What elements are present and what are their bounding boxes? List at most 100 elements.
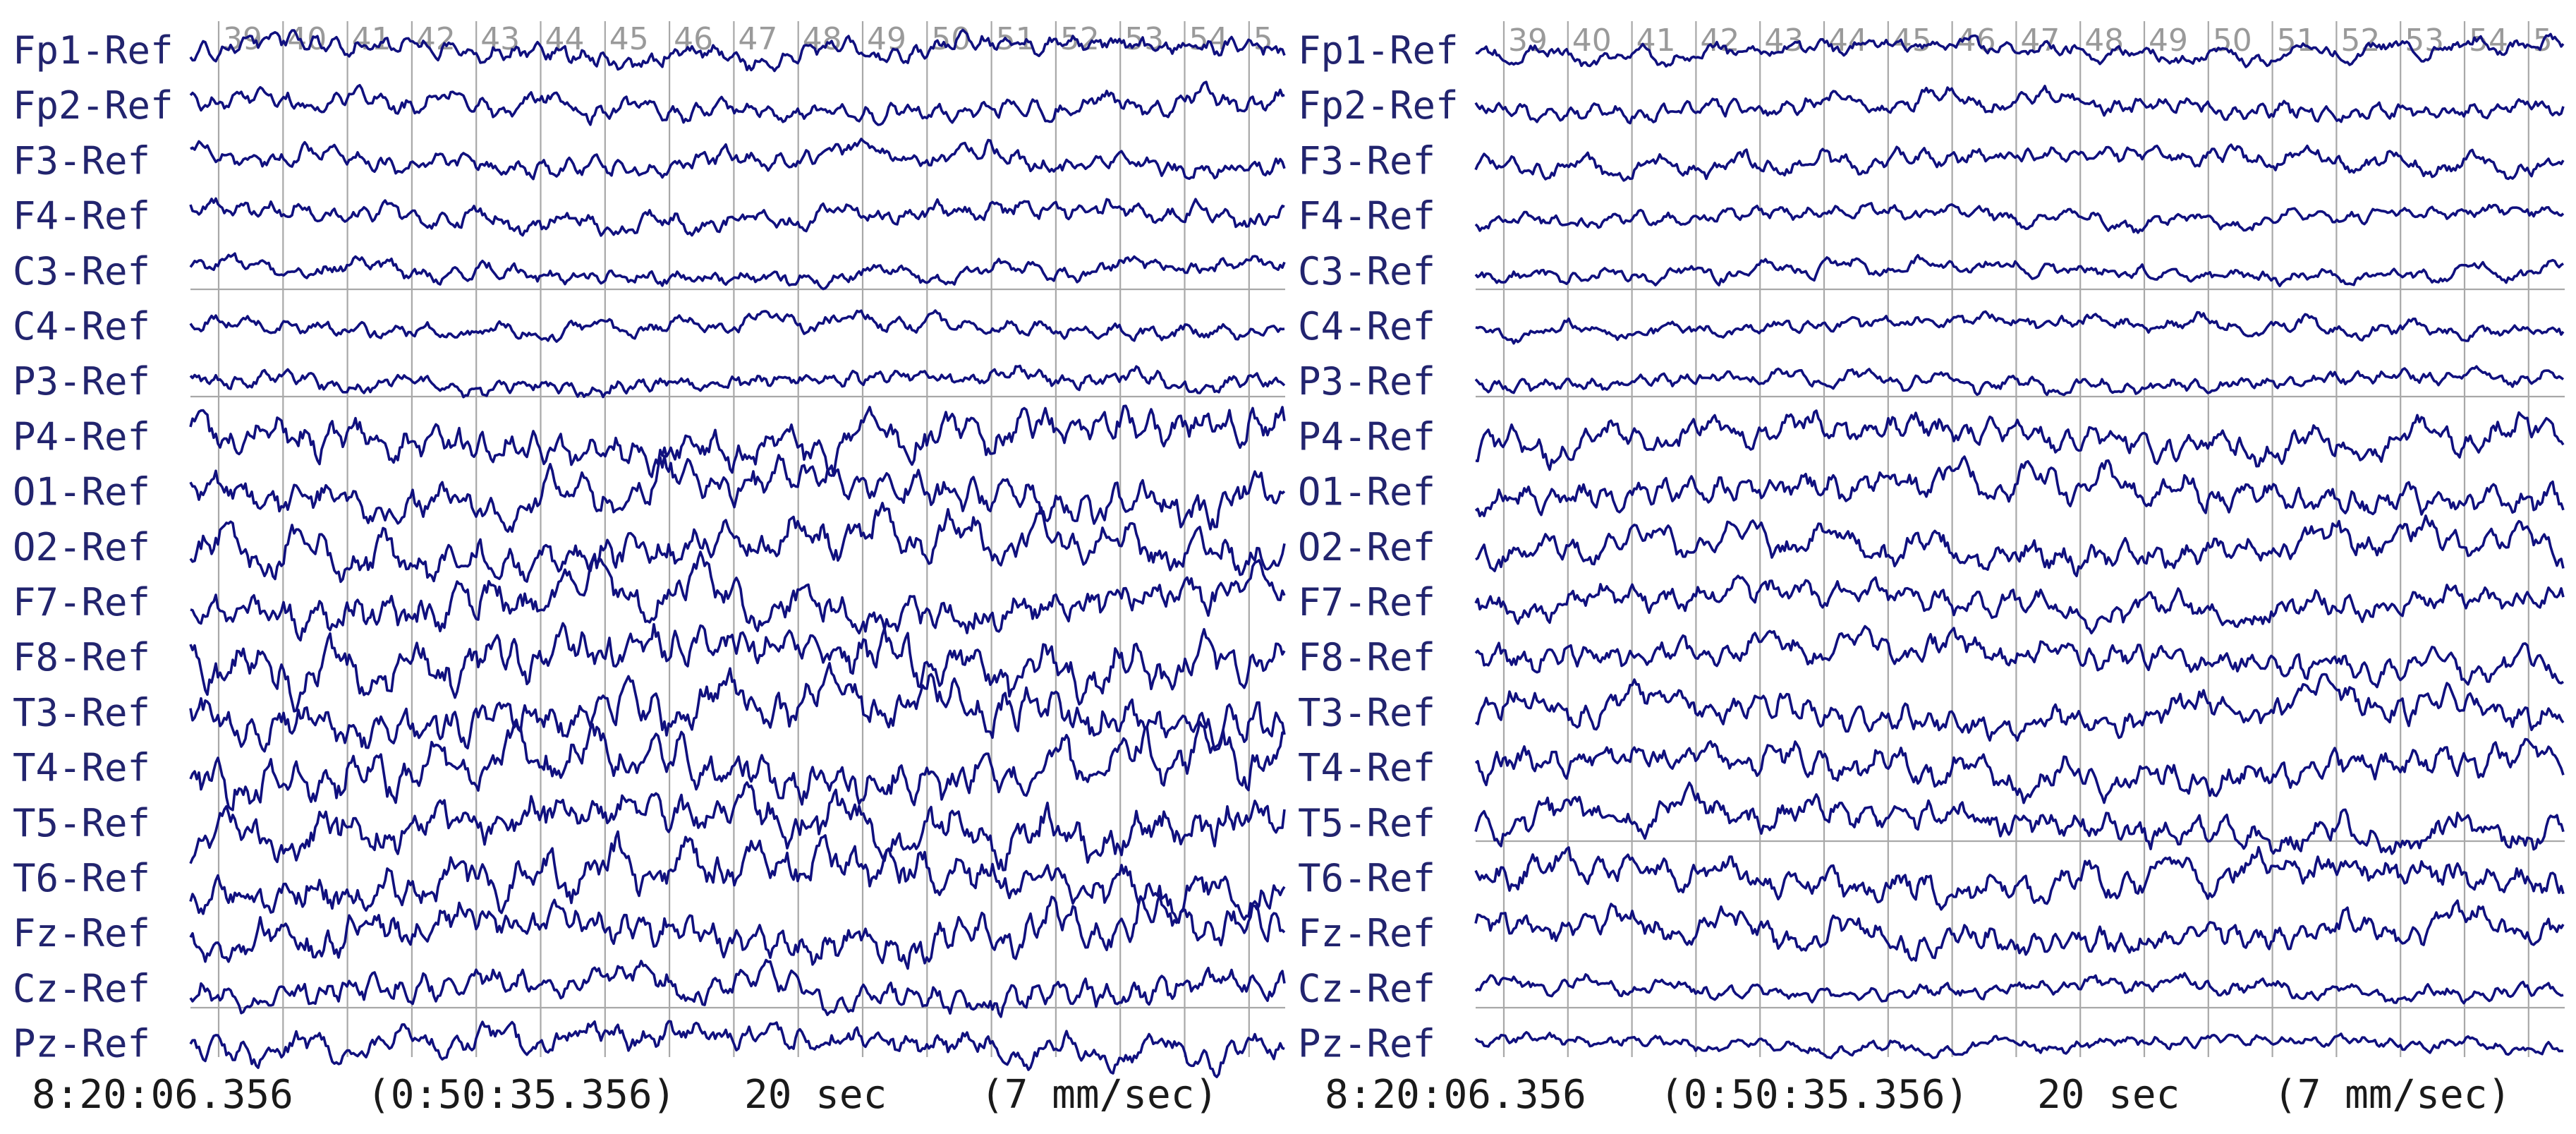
eeg-trace-f3-ref bbox=[1474, 143, 2565, 182]
eeg-trace-t3-ref bbox=[1474, 672, 2565, 742]
second-tick-label: 53 bbox=[2405, 23, 2444, 59]
eeg-trace-c4-ref bbox=[1475, 310, 2565, 345]
eeg-trace-p4-ref bbox=[189, 404, 1286, 478]
eeg-trace-t6-ref bbox=[1474, 845, 2565, 911]
second-tick-label: 44 bbox=[1828, 23, 1868, 59]
channel-label: O2-Ref bbox=[1298, 525, 1435, 569]
channel-label: F3-Ref bbox=[1298, 138, 1435, 183]
channel-label: Cz-Ref bbox=[1298, 966, 1435, 1011]
second-tick-label: 51 bbox=[996, 21, 1035, 57]
eeg-trace-o2-ref bbox=[1475, 514, 2565, 577]
channel-label: T5-Ref bbox=[1298, 801, 1435, 845]
channel-label: Fp1-Ref bbox=[1298, 28, 1459, 73]
second-tick-label: 42 bbox=[416, 21, 456, 57]
channel-label: Fz-Ref bbox=[13, 911, 150, 955]
eeg-trace-f4-ref bbox=[189, 197, 1285, 237]
second-tick-label: 45 bbox=[609, 21, 649, 57]
eeg-trace-t3-ref bbox=[189, 662, 1286, 753]
eeg-panel-left: 39 40 41 42 43 44 45 46 47 48 49 50 51 52 53 54 5Fp1-Ref… bbox=[13, 21, 1286, 1118]
eeg-trace-o2-ref bbox=[189, 502, 1286, 584]
channel-label: Pz-Ref bbox=[1298, 1022, 1435, 1066]
channel-label: C4-Ref bbox=[13, 304, 150, 349]
eeg-trace-t5-ref bbox=[189, 781, 1286, 871]
eeg-trace-fp2-ref bbox=[189, 80, 1285, 126]
eeg-trace-pz-ref bbox=[189, 1020, 1285, 1078]
eeg-trace-f4-ref bbox=[1474, 202, 2565, 234]
channel-label: T6-Ref bbox=[13, 856, 150, 900]
channel-label: Fp2-Ref bbox=[13, 83, 174, 128]
footer-window: 20 sec bbox=[2037, 1072, 2180, 1118]
eeg-trace-t4-ref bbox=[189, 718, 1285, 812]
time-footer: 8:20:06.356 (0:50:35.356) 20 sec (7 mm/sec) bbox=[32, 1072, 1218, 1118]
eeg-trace-f7-ref bbox=[1474, 574, 2565, 634]
second-tick-label: 49 bbox=[867, 21, 906, 57]
eeg-trace-c4-ref bbox=[189, 309, 1285, 343]
channel-label: O2-Ref bbox=[13, 525, 150, 569]
eeg-trace-f8-ref bbox=[189, 622, 1286, 713]
eeg-trace-cz-ref bbox=[1474, 972, 2564, 1005]
time-footer: 8:20:06.356 (0:50:35.356) 20 sec (7 mm/sec) bbox=[1325, 1072, 2511, 1118]
second-tick-label: 40 bbox=[287, 21, 327, 57]
footer-clock: 8:20:06.356 bbox=[1325, 1072, 1586, 1118]
eeg-panel-right: 39 40 41 42 43 44 45 46 47 48 49 50 51 52 53 54 5Fp1-Ref… bbox=[1298, 21, 2565, 1118]
second-tick-label: 51 bbox=[2277, 23, 2316, 59]
channel-label: O1-Ref bbox=[13, 470, 150, 514]
footer-clock: 8:20:06.356 bbox=[32, 1072, 293, 1118]
channel-label: F8-Ref bbox=[13, 635, 150, 680]
eeg-trace-fp1-ref bbox=[1475, 32, 2565, 68]
second-tick-label: 44 bbox=[545, 21, 585, 57]
footer-speed: (7 mm/sec) bbox=[980, 1072, 1218, 1118]
channel-label: F7-Ref bbox=[1298, 580, 1435, 625]
eeg-trace-f8-ref bbox=[1474, 625, 2564, 689]
channel-label: Fp1-Ref bbox=[13, 28, 174, 73]
eeg-trace-f3-ref bbox=[190, 138, 1286, 181]
eeg-trace-o1-ref bbox=[189, 454, 1286, 533]
footer-window: 20 sec bbox=[744, 1072, 887, 1118]
channel-label: C4-Ref bbox=[1298, 304, 1435, 349]
channel-label: F4-Ref bbox=[13, 194, 150, 239]
second-tick-label: 50 bbox=[931, 21, 971, 57]
plot-area bbox=[1476, 21, 2565, 1057]
channel-label: P3-Ref bbox=[1298, 359, 1435, 404]
eeg-trace-p3-ref bbox=[189, 364, 1286, 399]
eeg-trace-c3-ref bbox=[1474, 253, 2564, 287]
channel-label: P3-Ref bbox=[13, 359, 150, 404]
eeg-trace-t4-ref bbox=[1474, 737, 2565, 804]
channel-label: T4-Ref bbox=[13, 746, 150, 790]
eeg-trace-fp2-ref bbox=[1474, 85, 2565, 125]
channel-label: F3-Ref bbox=[13, 138, 150, 183]
eeg-trace-p4-ref bbox=[1475, 409, 2565, 471]
channel-label: T3-Ref bbox=[1298, 690, 1435, 735]
channel-label: F7-Ref bbox=[13, 580, 150, 625]
eeg-trace-fz-ref bbox=[189, 893, 1286, 970]
footer-elapsed: (0:50:35.356) bbox=[1660, 1072, 1969, 1118]
eeg-trace-t5-ref bbox=[1474, 781, 2565, 855]
eeg-trace-t6-ref bbox=[189, 830, 1286, 924]
eeg-trace-fp1-ref bbox=[189, 28, 1286, 73]
eeg-trace-p3-ref bbox=[1474, 365, 2565, 397]
eeg-trace-cz-ref bbox=[189, 958, 1286, 1018]
channel-label: Fp2-Ref bbox=[1298, 83, 1459, 128]
channel-label: F8-Ref bbox=[1298, 635, 1435, 680]
channel-label: T5-Ref bbox=[13, 801, 150, 845]
channel-label: F4-Ref bbox=[1298, 194, 1435, 239]
second-tick-label: 48 bbox=[803, 21, 842, 57]
second-tick-label: 48 bbox=[2084, 23, 2124, 59]
channel-label: C3-Ref bbox=[13, 249, 150, 294]
eeg-trace-fz-ref bbox=[1474, 899, 2565, 962]
second-tick-label: 47 bbox=[738, 21, 777, 57]
eeg-trace-o1-ref bbox=[1474, 455, 2565, 517]
second-tick-label: 52 bbox=[2340, 23, 2380, 59]
footer-elapsed: (0:50:35.356) bbox=[367, 1072, 676, 1118]
channel-label: Fz-Ref bbox=[1298, 911, 1435, 955]
channel-label: P4-Ref bbox=[13, 414, 150, 459]
channel-label: P4-Ref bbox=[1298, 414, 1435, 459]
second-tick-label: 52 bbox=[1060, 21, 1100, 57]
channel-label: T3-Ref bbox=[13, 690, 150, 735]
second-tick-label: 41 bbox=[1636, 23, 1676, 59]
eeg-trace-c3-ref bbox=[189, 252, 1286, 291]
channel-label: T4-Ref bbox=[1298, 746, 1435, 790]
channel-label: O1-Ref bbox=[1298, 470, 1435, 514]
eeg-trace-pz-ref bbox=[1474, 1031, 2564, 1060]
